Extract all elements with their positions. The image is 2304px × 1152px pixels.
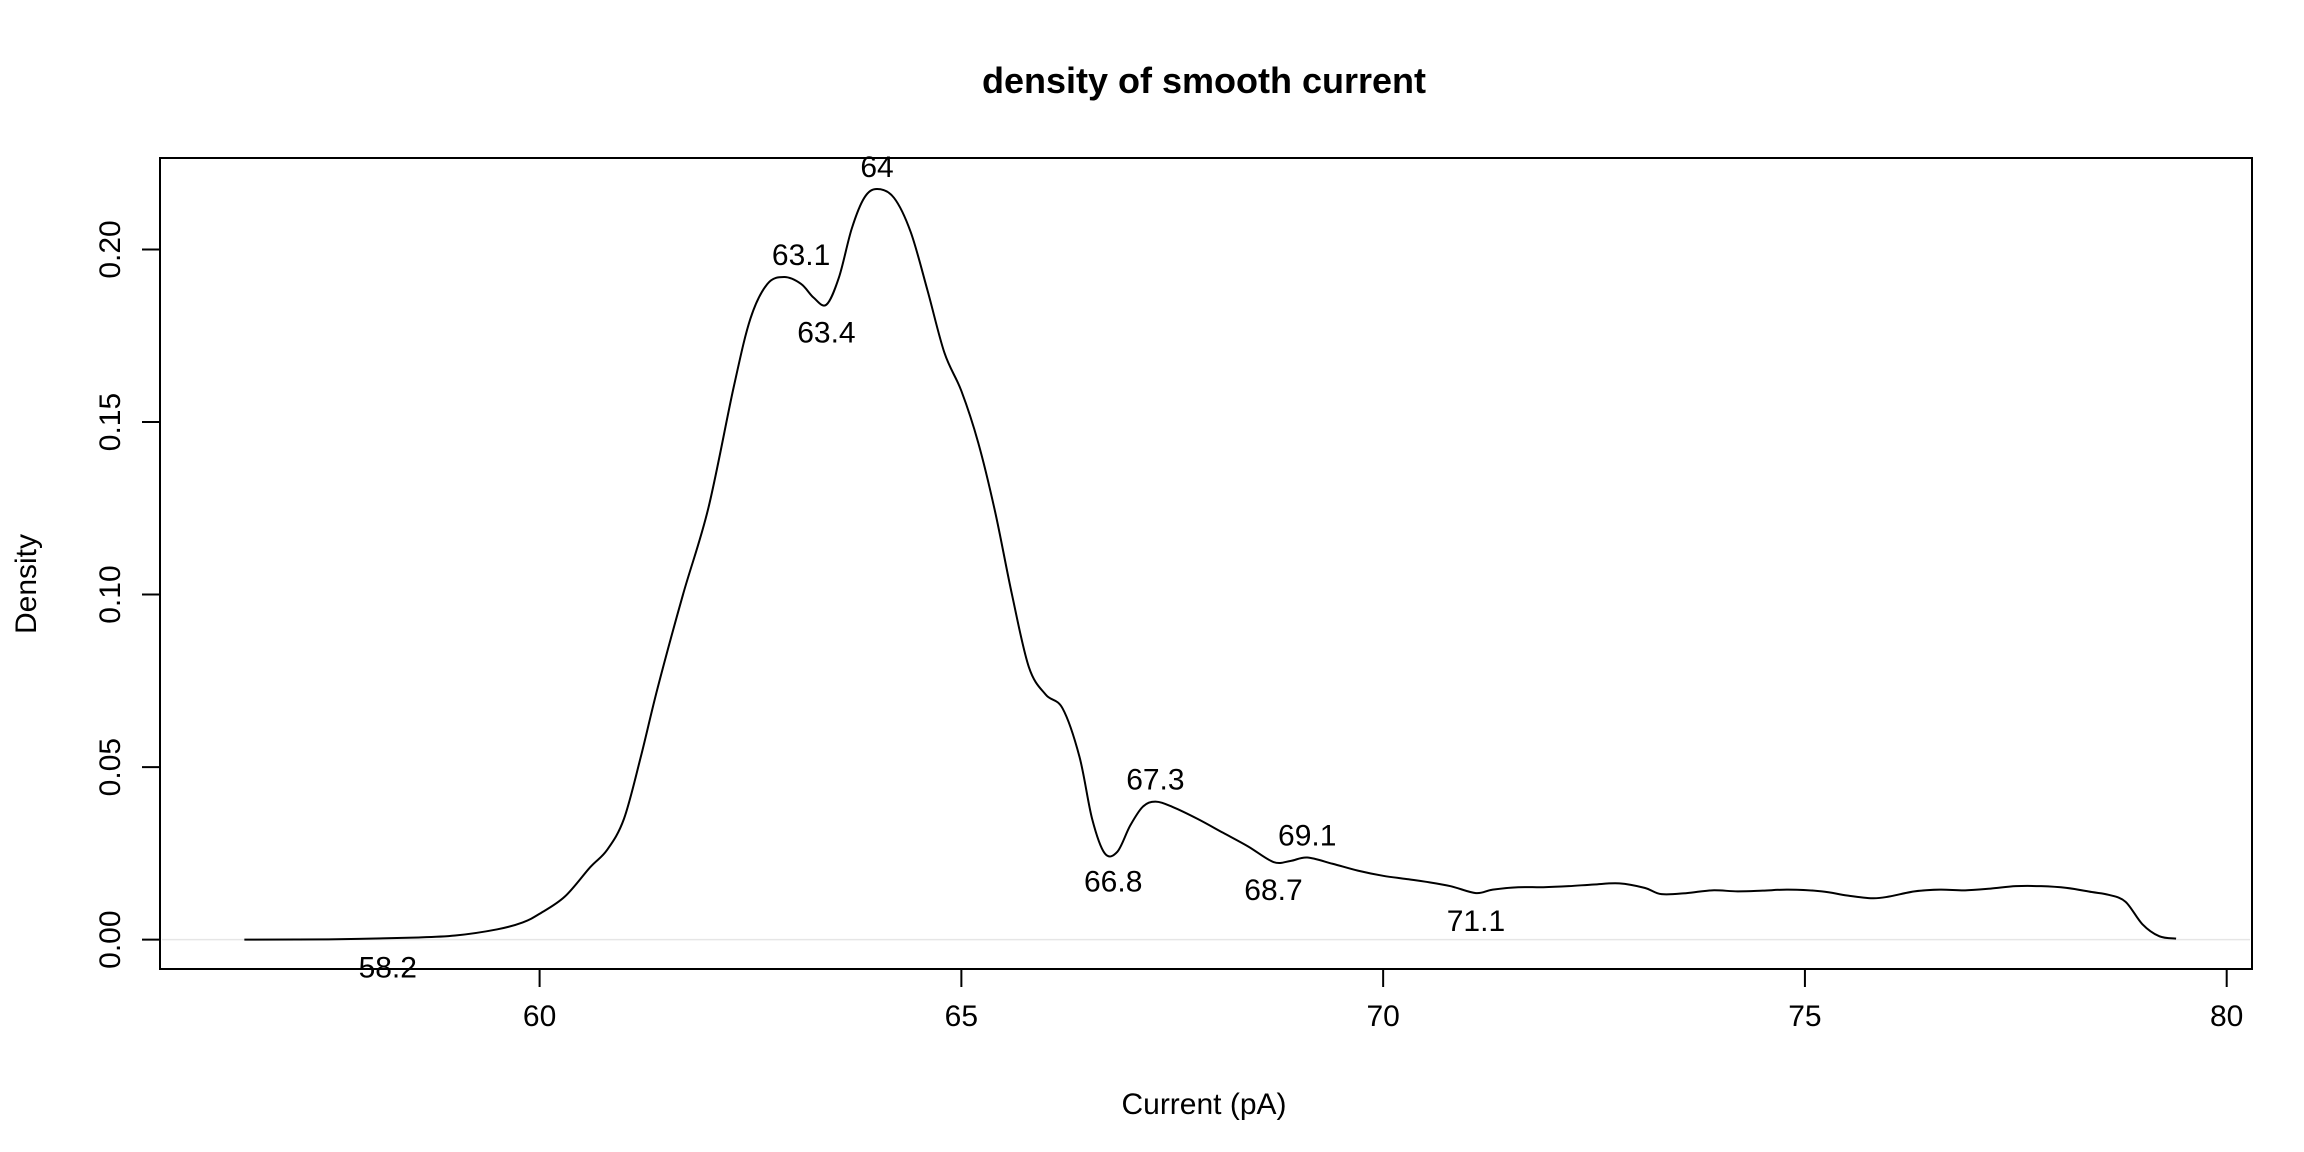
x-axis-label: Current (pA) — [1121, 1088, 1286, 1121]
peak-annotation: 71.1 — [1447, 905, 1505, 938]
peak-annotation: 68.7 — [1244, 874, 1302, 907]
x-tick-label: 80 — [2210, 1000, 2243, 1033]
x-tick-label: 60 — [523, 1000, 556, 1033]
y-tick-label: 0.00 — [94, 910, 127, 968]
y-tick-label: 0.05 — [94, 738, 127, 796]
x-tick-label: 70 — [1366, 1000, 1399, 1033]
y-axis-label: Density — [10, 534, 43, 634]
plot-area: 60 65 70 75 80 0.00 0.05 0.10 0.15 0.20 58.2 63.1 63… — [94, 151, 2253, 1033]
x-tick-label: 75 — [1788, 1000, 1821, 1033]
y-tick-label: 0.10 — [94, 565, 127, 623]
density-line — [244, 188, 2177, 941]
peak-annotation: 66.8 — [1084, 865, 1142, 898]
peak-annotation: 58.2 — [359, 952, 417, 985]
plot-frame — [159, 157, 2253, 970]
y-tick-label: 0.15 — [94, 393, 127, 451]
peak-annotation: 69.1 — [1278, 820, 1336, 853]
peak-annotation: 63.1 — [772, 239, 830, 272]
peak-annotation: 63.4 — [797, 317, 855, 350]
x-tick-label: 65 — [945, 1000, 978, 1033]
peak-annotation: 67.3 — [1126, 764, 1184, 797]
chart-title: density of smooth current — [982, 60, 1426, 101]
y-tick-label: 0.20 — [94, 220, 127, 278]
peak-annotation: 64 — [860, 151, 893, 184]
